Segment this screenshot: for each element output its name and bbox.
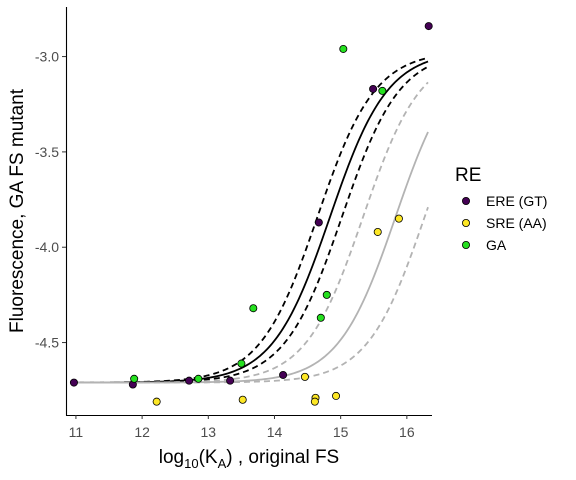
data-points	[69, 22, 433, 406]
point-ere-gt-3	[226, 376, 235, 385]
y-tick-label: -3.0	[35, 49, 59, 65]
point-ere-gt-5	[314, 218, 323, 227]
point-sre-aa-6	[373, 227, 382, 236]
point-ga-6	[339, 44, 348, 53]
legend-entries: ERE (GT) SRE (AA) GA	[461, 193, 547, 253]
point-sre-aa-4	[310, 397, 319, 406]
legend-label: ERE (GT)	[486, 193, 547, 209]
y-tick-label: -4.5	[35, 335, 59, 351]
legend: RE ERE (GT) SRE (AA) GA	[455, 165, 547, 253]
point-ga-7	[378, 86, 387, 95]
point-ere-gt-4	[279, 370, 288, 379]
x-axis-title: log10(KA) , original FS	[159, 447, 339, 471]
legend-marker	[461, 240, 470, 249]
point-ga-5	[322, 290, 331, 299]
legend-title: RE	[455, 165, 481, 186]
legend-marker	[461, 218, 470, 227]
x-tick-label: 16	[399, 424, 415, 440]
legend-label: GA	[486, 237, 507, 253]
point-ere-gt-7	[424, 22, 433, 31]
x-tick-label: 11	[69, 424, 84, 440]
point-ere-gt-0	[69, 378, 78, 387]
fit-curve-3	[73, 131, 429, 384]
x-tick-label: 13	[201, 424, 217, 440]
x-tick-label: 14	[267, 424, 283, 440]
y-axis-title: Fluorescence, GA FS mutant	[7, 88, 28, 333]
point-sre-aa-7	[394, 214, 403, 223]
point-sre-aa-2	[300, 372, 309, 381]
point-ga-2	[237, 359, 246, 368]
fit-curve-2	[73, 65, 429, 384]
x-axis-ticks: 11 12 13 14 15 16	[69, 415, 415, 440]
legend-marker	[461, 196, 470, 205]
y-tick-label: -4.0	[35, 239, 59, 255]
fit-curve-0	[73, 60, 429, 384]
fit-curves	[73, 56, 429, 384]
point-ga-1	[194, 374, 203, 383]
y-axis-ticks: -3.0 -3.5 -4.0 -4.5	[35, 49, 66, 351]
x-tick-label: 12	[134, 424, 150, 440]
point-sre-aa-0	[152, 397, 161, 406]
point-ere-gt-6	[369, 84, 378, 93]
point-ga-4	[316, 313, 325, 322]
point-ere-gt-2	[185, 376, 194, 385]
fit-curve-1	[73, 56, 429, 384]
point-ga-3	[249, 304, 258, 313]
point-sre-aa-1	[238, 395, 247, 404]
y-tick-label: -3.5	[35, 144, 59, 160]
point-sre-aa-5	[332, 391, 341, 400]
point-ga-0	[130, 374, 139, 383]
legend-label: SRE (AA)	[486, 215, 547, 231]
x-tick-label: 15	[333, 424, 349, 440]
